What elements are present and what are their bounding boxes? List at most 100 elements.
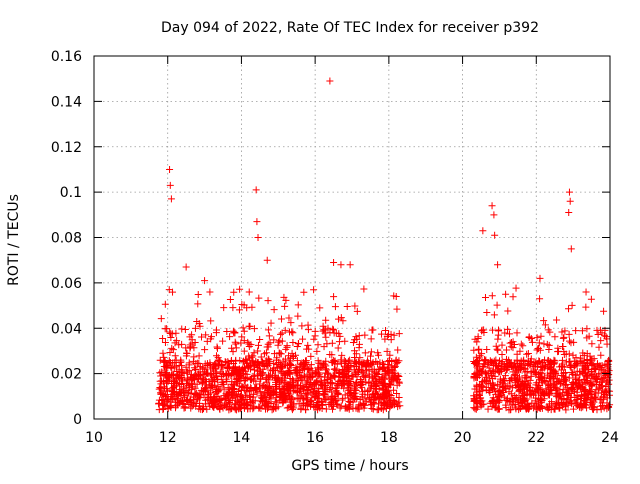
- data-point: [330, 329, 338, 337]
- data-point: [328, 388, 336, 396]
- data-point: [572, 400, 580, 408]
- data-point: [561, 327, 569, 335]
- data-point: [537, 363, 545, 371]
- data-point: [264, 403, 272, 411]
- data-point: [561, 381, 569, 389]
- data-point: [472, 373, 480, 381]
- data-point: [306, 401, 314, 409]
- data-point: [261, 393, 269, 401]
- data-point: [361, 394, 369, 402]
- data-point: [329, 325, 337, 333]
- data-point: [353, 307, 361, 315]
- data-point-peak: [167, 195, 175, 203]
- data-point: [208, 402, 216, 410]
- data-point: [224, 371, 232, 379]
- data-point: [258, 370, 266, 378]
- data-point: [299, 335, 307, 343]
- data-point-peak: [565, 209, 573, 217]
- data-point: [546, 328, 554, 336]
- data-point: [375, 351, 383, 359]
- data-point: [553, 316, 561, 324]
- data-point: [360, 404, 368, 412]
- data-point: [305, 345, 313, 353]
- data-point: [381, 335, 389, 343]
- data-point: [239, 358, 247, 366]
- data-point: [288, 396, 296, 404]
- data-point: [171, 377, 179, 385]
- data-point: [322, 316, 330, 324]
- data-point: [310, 335, 318, 343]
- data-point: [490, 311, 498, 319]
- x-axis-title: GPS time / hours: [291, 458, 408, 474]
- data-point: [177, 380, 185, 388]
- data-point: [568, 369, 576, 377]
- data-point: [511, 379, 519, 387]
- data-point: [489, 398, 497, 406]
- data-point: [191, 390, 199, 398]
- data-point: [341, 391, 349, 399]
- data-point: [513, 350, 521, 358]
- data-point: [558, 402, 566, 410]
- data-point: [175, 361, 183, 369]
- data-point: [545, 346, 553, 354]
- data-point: [394, 358, 402, 366]
- data-point-peak: [536, 274, 544, 282]
- data-point: [392, 357, 400, 365]
- data-point: [600, 404, 608, 412]
- data-point: [294, 377, 302, 385]
- data-point: [298, 392, 306, 400]
- data-point: [240, 374, 248, 382]
- data-point: [353, 395, 361, 403]
- data-point: [158, 368, 166, 376]
- data-point: [285, 328, 293, 336]
- data-point: [498, 358, 506, 366]
- data-point: [315, 359, 323, 367]
- data-point: [504, 325, 512, 333]
- data-point: [201, 346, 209, 354]
- data-point: [483, 376, 491, 384]
- data-point: [187, 399, 195, 407]
- data-point: [197, 405, 205, 413]
- data-point: [252, 385, 260, 393]
- y-tick-label: 0.16: [51, 49, 82, 65]
- data-point: [362, 362, 370, 370]
- data-point: [212, 372, 220, 380]
- data-point: [207, 317, 215, 325]
- data-point: [361, 349, 369, 357]
- data-point: [274, 374, 282, 382]
- data-point: [382, 326, 390, 334]
- data-point: [523, 350, 531, 358]
- data-point: [588, 382, 596, 390]
- data-point: [509, 344, 517, 352]
- data-point: [558, 328, 566, 336]
- data-point: [370, 384, 378, 392]
- data-point: [378, 359, 386, 367]
- data-point: [270, 350, 278, 358]
- data-point: [172, 356, 180, 364]
- data-point: [565, 337, 573, 345]
- data-point: [493, 345, 501, 353]
- data-point: [278, 384, 286, 392]
- data-point: [315, 384, 323, 392]
- data-point: [313, 398, 321, 406]
- data-point: [520, 396, 528, 404]
- data-point: [344, 357, 352, 365]
- data-point: [236, 377, 244, 385]
- data-point: [361, 371, 369, 379]
- data-point: [573, 360, 581, 368]
- data-point: [471, 370, 479, 378]
- data-point: [267, 319, 275, 327]
- data-point: [169, 372, 177, 380]
- data-point: [513, 329, 521, 337]
- data-point: [278, 337, 286, 345]
- data-point: [483, 370, 491, 378]
- data-point: [384, 397, 392, 405]
- data-point: [250, 377, 258, 385]
- data-point: [292, 363, 300, 371]
- data-point: [227, 405, 235, 413]
- data-point: [260, 350, 268, 358]
- data-point: [375, 400, 383, 408]
- y-tick-label: 0.14: [51, 94, 82, 110]
- data-point: [277, 369, 285, 377]
- data-point: [600, 307, 608, 315]
